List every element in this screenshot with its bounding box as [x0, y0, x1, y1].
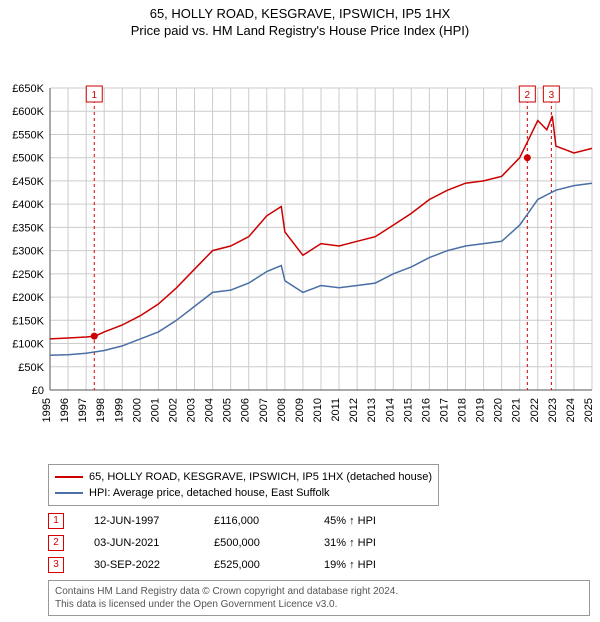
marker-delta: 45% ↑ HPI	[324, 510, 414, 532]
marker-price: £500,000	[214, 532, 294, 554]
svg-text:1996: 1996	[59, 398, 71, 422]
legend-box: 65, HOLLY ROAD, KESGRAVE, IPSWICH, IP5 1…	[48, 464, 439, 506]
attribution-line1: Contains HM Land Registry data © Crown c…	[55, 585, 583, 598]
attribution-box: Contains HM Land Registry data © Crown c…	[48, 580, 590, 616]
svg-text:£300K: £300K	[12, 246, 44, 258]
svg-text:2016: 2016	[420, 398, 432, 422]
svg-text:2023: 2023	[547, 398, 559, 422]
svg-text:2017: 2017	[438, 398, 450, 422]
svg-text:£250K: £250K	[12, 269, 44, 281]
svg-text:£350K: £350K	[12, 222, 44, 234]
svg-text:2022: 2022	[529, 398, 541, 422]
marker-badge: 3	[48, 557, 64, 573]
svg-text:2014: 2014	[384, 398, 396, 422]
svg-text:2025: 2025	[583, 398, 595, 422]
marker-badge: 1	[48, 513, 64, 529]
svg-text:£200K: £200K	[12, 292, 44, 304]
chart-titles: 65, HOLLY ROAD, KESGRAVE, IPSWICH, IP5 1…	[0, 0, 600, 38]
svg-text:1998: 1998	[95, 398, 107, 422]
svg-text:1: 1	[91, 90, 97, 101]
svg-text:2009: 2009	[294, 398, 306, 422]
svg-text:2000: 2000	[131, 398, 143, 422]
svg-text:2001: 2001	[149, 398, 161, 422]
svg-text:£400K: £400K	[12, 199, 44, 211]
svg-text:£100K: £100K	[12, 339, 44, 351]
svg-text:2004: 2004	[204, 398, 216, 422]
legend-label: HPI: Average price, detached house, East…	[89, 485, 330, 501]
legend-swatch	[55, 476, 83, 478]
marker-table: 1 12-JUN-1997 £116,000 45% ↑ HPI 2 03-JUN-202…	[48, 510, 590, 576]
marker-row: 2 03-JUN-2021 £500,000 31% ↑ HPI	[48, 532, 590, 554]
chart-title: 65, HOLLY ROAD, KESGRAVE, IPSWICH, IP5 1…	[0, 6, 600, 21]
svg-text:£650K: £650K	[12, 83, 44, 95]
svg-text:2015: 2015	[402, 398, 414, 422]
marker-date: 12-JUN-1997	[94, 510, 184, 532]
chart-area: £0 £50K £100K £150K £200K £250K £300K £350K £400…	[0, 38, 600, 458]
svg-text:3: 3	[549, 90, 555, 101]
chart-svg: £0 £50K £100K £150K £200K £250K £300K £350K £400…	[0, 38, 600, 458]
svg-text:2024: 2024	[565, 398, 577, 422]
marker-date: 03-JUN-2021	[94, 532, 184, 554]
marker-row: 3 30-SEP-2022 £525,000 19% ↑ HPI	[48, 554, 590, 576]
svg-text:2003: 2003	[186, 398, 198, 422]
svg-text:2012: 2012	[348, 398, 360, 422]
svg-text:2010: 2010	[312, 398, 324, 422]
attribution-line2: This data is licensed under the Open Gov…	[55, 598, 583, 611]
svg-text:1999: 1999	[113, 398, 125, 422]
marker-delta: 19% ↑ HPI	[324, 554, 414, 576]
svg-text:2005: 2005	[222, 398, 234, 422]
marker-date: 30-SEP-2022	[94, 554, 184, 576]
svg-text:2013: 2013	[366, 398, 378, 422]
svg-text:2021: 2021	[511, 398, 523, 422]
marker-delta: 31% ↑ HPI	[324, 532, 414, 554]
legend-swatch	[55, 492, 83, 494]
svg-text:2: 2	[525, 90, 531, 101]
svg-text:2008: 2008	[276, 398, 288, 422]
svg-text:£500K: £500K	[12, 153, 44, 165]
svg-text:£550K: £550K	[12, 129, 44, 141]
svg-text:2020: 2020	[493, 398, 505, 422]
svg-text:2011: 2011	[330, 398, 342, 422]
page-container: 65, HOLLY ROAD, KESGRAVE, IPSWICH, IP5 1…	[0, 0, 600, 616]
svg-text:2006: 2006	[240, 398, 252, 422]
legend-item: 65, HOLLY ROAD, KESGRAVE, IPSWICH, IP5 1…	[55, 469, 432, 485]
marker-price: £116,000	[214, 510, 294, 532]
svg-text:£450K: £450K	[12, 176, 44, 188]
svg-text:£600K: £600K	[12, 106, 44, 118]
svg-text:£150K: £150K	[12, 315, 44, 327]
legend-item: HPI: Average price, detached house, East…	[55, 485, 432, 501]
marker-price: £525,000	[214, 554, 294, 576]
svg-text:2018: 2018	[457, 398, 469, 422]
chart-subtitle: Price paid vs. HM Land Registry's House …	[0, 23, 600, 38]
svg-text:1995: 1995	[41, 398, 53, 422]
marker-row: 1 12-JUN-1997 £116,000 45% ↑ HPI	[48, 510, 590, 532]
svg-text:£50K: £50K	[18, 362, 44, 374]
legend-label: 65, HOLLY ROAD, KESGRAVE, IPSWICH, IP5 1…	[89, 469, 432, 485]
svg-text:1997: 1997	[77, 398, 89, 422]
svg-text:2007: 2007	[258, 398, 270, 422]
svg-text:£0: £0	[32, 385, 44, 397]
svg-text:2019: 2019	[475, 398, 487, 422]
marker-badge: 2	[48, 535, 64, 551]
svg-text:2002: 2002	[167, 398, 179, 422]
